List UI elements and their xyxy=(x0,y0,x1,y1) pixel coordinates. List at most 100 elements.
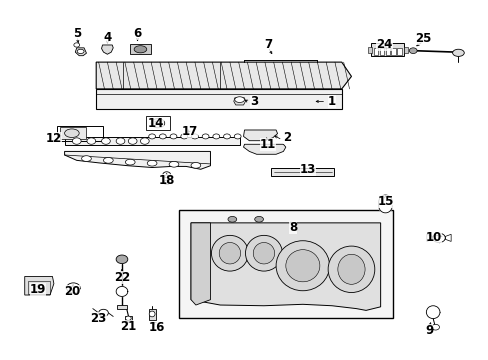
Bar xyxy=(368,47,372,53)
Text: 23: 23 xyxy=(90,312,106,325)
Ellipse shape xyxy=(116,138,124,144)
Text: 14: 14 xyxy=(147,117,164,130)
Ellipse shape xyxy=(102,138,110,144)
Bar xyxy=(124,316,131,320)
Ellipse shape xyxy=(170,134,177,139)
Text: 20: 20 xyxy=(63,285,80,298)
Ellipse shape xyxy=(64,129,79,138)
Polygon shape xyxy=(378,195,391,213)
Bar xyxy=(148,309,156,320)
Text: 9: 9 xyxy=(424,324,432,337)
Text: 7: 7 xyxy=(263,38,271,51)
Text: 18: 18 xyxy=(158,174,175,186)
Text: 24: 24 xyxy=(376,38,392,51)
Ellipse shape xyxy=(99,309,108,316)
Ellipse shape xyxy=(234,134,241,139)
Text: 4: 4 xyxy=(103,31,111,44)
Polygon shape xyxy=(243,144,285,154)
Ellipse shape xyxy=(151,118,164,128)
Ellipse shape xyxy=(227,216,236,222)
Ellipse shape xyxy=(202,134,208,139)
Text: 1: 1 xyxy=(327,95,335,108)
Polygon shape xyxy=(191,223,210,305)
Text: 15: 15 xyxy=(377,195,393,208)
Polygon shape xyxy=(191,223,380,310)
Polygon shape xyxy=(64,152,210,169)
Polygon shape xyxy=(75,48,86,56)
Ellipse shape xyxy=(408,48,416,54)
Ellipse shape xyxy=(245,235,282,271)
Text: 12: 12 xyxy=(46,132,62,145)
Ellipse shape xyxy=(159,134,166,139)
Bar xyxy=(379,48,383,55)
Bar xyxy=(60,127,86,139)
Ellipse shape xyxy=(276,241,329,291)
Ellipse shape xyxy=(426,306,439,319)
Ellipse shape xyxy=(66,283,80,293)
Bar xyxy=(385,48,389,55)
Text: 21: 21 xyxy=(120,320,136,333)
Ellipse shape xyxy=(128,138,137,144)
Bar xyxy=(130,44,150,54)
Text: 17: 17 xyxy=(182,125,198,138)
Ellipse shape xyxy=(125,159,135,165)
Ellipse shape xyxy=(140,138,149,144)
Polygon shape xyxy=(102,45,113,54)
Ellipse shape xyxy=(191,134,198,139)
Text: 6: 6 xyxy=(133,27,142,40)
Ellipse shape xyxy=(337,254,365,284)
Ellipse shape xyxy=(74,43,80,47)
Bar xyxy=(179,210,392,318)
Bar xyxy=(390,48,395,55)
Bar xyxy=(396,48,401,55)
Text: 19: 19 xyxy=(30,283,46,296)
Bar xyxy=(117,305,126,309)
Bar xyxy=(28,281,50,294)
Ellipse shape xyxy=(169,161,179,167)
Bar xyxy=(403,47,407,53)
Ellipse shape xyxy=(285,249,319,282)
Bar xyxy=(57,126,103,141)
Ellipse shape xyxy=(191,162,201,168)
Polygon shape xyxy=(96,62,351,89)
Bar xyxy=(370,43,403,56)
Ellipse shape xyxy=(147,160,157,166)
Text: 10: 10 xyxy=(425,231,441,244)
Ellipse shape xyxy=(103,157,113,163)
Ellipse shape xyxy=(87,138,96,144)
Polygon shape xyxy=(25,276,54,295)
Bar xyxy=(271,168,334,176)
Text: 13: 13 xyxy=(299,163,315,176)
Ellipse shape xyxy=(116,255,127,264)
Ellipse shape xyxy=(327,246,374,293)
Ellipse shape xyxy=(125,316,131,320)
Ellipse shape xyxy=(452,49,463,57)
Ellipse shape xyxy=(72,138,81,144)
Text: 11: 11 xyxy=(259,139,275,152)
Polygon shape xyxy=(116,287,127,296)
Ellipse shape xyxy=(212,134,219,139)
Text: 5: 5 xyxy=(73,27,81,40)
Ellipse shape xyxy=(163,180,169,185)
Ellipse shape xyxy=(77,49,84,54)
Ellipse shape xyxy=(234,97,244,103)
Polygon shape xyxy=(243,130,277,141)
Ellipse shape xyxy=(223,134,230,139)
Ellipse shape xyxy=(81,156,91,161)
Ellipse shape xyxy=(148,134,155,139)
Polygon shape xyxy=(233,98,245,105)
Ellipse shape xyxy=(149,311,155,317)
Bar xyxy=(373,48,377,55)
Ellipse shape xyxy=(219,243,240,264)
Text: 3: 3 xyxy=(250,95,258,108)
Text: 25: 25 xyxy=(414,32,431,45)
Ellipse shape xyxy=(254,216,263,222)
Ellipse shape xyxy=(163,172,170,177)
Ellipse shape xyxy=(432,233,445,243)
Ellipse shape xyxy=(211,235,248,271)
Ellipse shape xyxy=(134,46,146,53)
Text: 22: 22 xyxy=(114,271,130,284)
Ellipse shape xyxy=(181,134,187,139)
Bar xyxy=(64,137,239,145)
Text: 2: 2 xyxy=(283,131,291,144)
